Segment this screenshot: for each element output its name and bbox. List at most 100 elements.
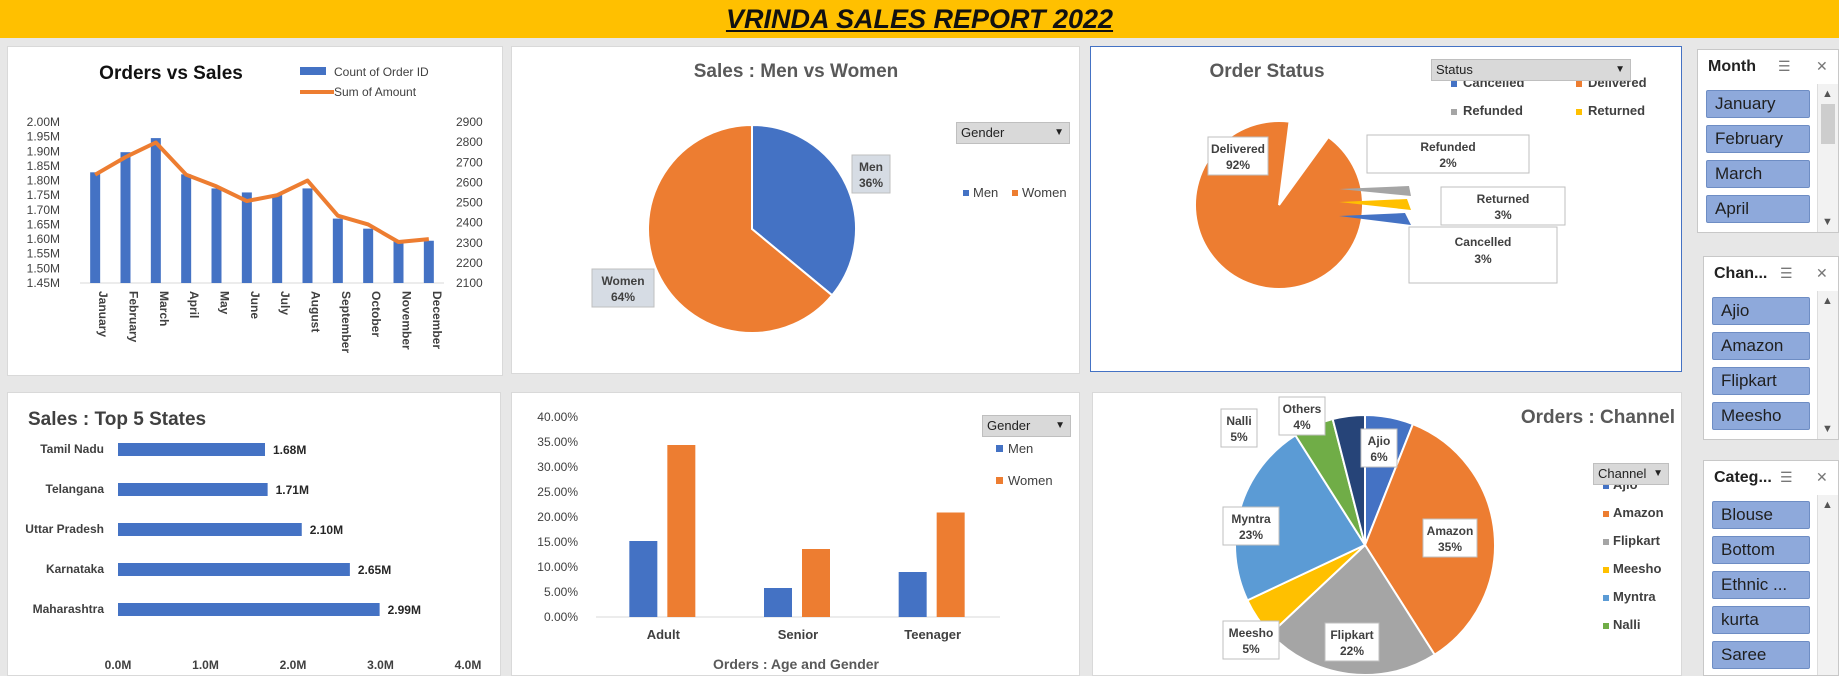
channel-slicer-item[interactable]: Amazon <box>1712 332 1810 360</box>
dropdown-arrow-icon: ▼ <box>1653 468 1663 479</box>
channel-filter-dropdown[interactable]: Channel ▼ <box>1593 463 1669 485</box>
pie-slice-others <box>1331 413 1366 546</box>
orders-bar <box>272 194 283 283</box>
y-tick-label: 30.00% <box>537 460 578 474</box>
legend-swatch-men <box>963 190 969 196</box>
clear-filter-icon[interactable]: ✕ <box>1816 469 1828 485</box>
data-label-flipkart: Flipkart <box>1330 628 1373 642</box>
top-states-chart: Sales : Top 5 States 0.0M 1.0M 2.0M 3.0M 4.0M… <box>25 409 481 672</box>
y-right-tick: 2400 <box>456 216 483 230</box>
legend-label-women: Women <box>1008 473 1053 488</box>
state-bar <box>118 523 302 536</box>
state-value-label: 2.10M <box>310 523 343 537</box>
channel-slicer-item[interactable]: Ajio <box>1712 297 1810 325</box>
y-left-tick: 1.95M <box>27 130 60 144</box>
legend-label-myntra: Myntra <box>1613 589 1656 604</box>
month-slicer-item[interactable]: February <box>1706 125 1810 153</box>
x-tick-label: December <box>430 291 444 349</box>
pie-slice-women <box>647 123 834 334</box>
data-label-women-box <box>591 268 655 308</box>
category-slicer-item[interactable]: Ethnic ... <box>1712 571 1810 599</box>
x-tick-label: June <box>248 291 262 319</box>
scroll-up-icon[interactable]: ▲ <box>1822 88 1833 100</box>
y-tick-label: 20.00% <box>537 510 578 524</box>
y-left-tick: 1.50M <box>27 261 60 275</box>
category-slicer-item[interactable]: Blouse <box>1712 501 1810 529</box>
multi-select-icon[interactable]: ☰ <box>1778 58 1791 74</box>
pie-slice-men <box>751 123 857 297</box>
scroll-down-icon[interactable]: ▼ <box>1822 216 1833 228</box>
category-slicer[interactable]: Categ... ☰ ✕ Blouse Bottom Ethnic ... ku… <box>1703 460 1839 676</box>
data-label-men-box <box>851 154 891 194</box>
chart-title: Orders : Channel <box>1521 407 1675 428</box>
orders-bar <box>241 192 252 283</box>
gender-filter-dropdown-2[interactable]: Gender ▼ <box>982 415 1071 437</box>
category-slicer-item[interactable]: Saree <box>1712 641 1810 669</box>
orders-bar <box>302 188 313 283</box>
legend-swatch-women <box>996 477 1003 484</box>
month-slicer-item[interactable]: March <box>1706 160 1810 188</box>
data-label-men: Men <box>859 160 883 174</box>
month-slicer-scrollbar[interactable]: ▲ ▼ <box>1817 84 1838 232</box>
channel-slicer[interactable]: Chan... ☰ ✕ Ajio Amazon Flipkart Meesho … <box>1703 256 1839 440</box>
month-slicer-item[interactable]: January <box>1706 90 1810 118</box>
data-label-amazon: Amazon <box>1427 524 1474 538</box>
category-slicer-scrollbar[interactable]: ▲ <box>1817 495 1838 675</box>
chart-title: Orders vs Sales <box>99 63 243 84</box>
legend-label-men: Men <box>973 185 998 200</box>
legend-swatch-myntra <box>1603 595 1609 601</box>
state-value-label: 1.68M <box>273 443 306 457</box>
y-tick-label: 15.00% <box>537 535 578 549</box>
data-label-delivered: Delivered <box>1211 142 1265 156</box>
scroll-down-icon[interactable]: ▼ <box>1822 423 1833 435</box>
category-slicer-item[interactable]: kurta <box>1712 606 1810 634</box>
channel-slicer-item[interactable]: Flipkart <box>1712 367 1810 395</box>
state-value-label: 2.65M <box>358 563 391 577</box>
multi-select-icon[interactable]: ☰ <box>1780 469 1793 485</box>
y-left-tick: 1.45M <box>27 276 60 290</box>
data-label-meesho-box <box>1222 620 1280 660</box>
legend-swatch-amazon <box>1603 511 1609 517</box>
state-bar <box>118 443 265 456</box>
orders-vs-sales-chart: Orders vs Sales Count of Order ID Sum of A… <box>27 63 483 353</box>
orders-bar <box>211 188 222 283</box>
scroll-up-icon[interactable]: ▲ <box>1822 295 1833 307</box>
x-tick-label: May <box>218 291 232 315</box>
month-slicer-item[interactable]: April <box>1706 195 1810 223</box>
legend-swatch-status <box>1451 81 1457 87</box>
data-label-flipkart: 22% <box>1340 644 1364 658</box>
month-slicer[interactable]: Month ☰ ✕ January February March April ▲… <box>1697 49 1839 233</box>
x-tick-label: July <box>278 291 292 315</box>
channel-slicer-item[interactable]: Meesho <box>1712 402 1810 430</box>
legend-label-status: Returned <box>1588 103 1645 118</box>
legend-swatch-women <box>1012 190 1018 196</box>
channel-slicer-scrollbar[interactable]: ▲ ▼ <box>1817 291 1838 439</box>
gender-filter-dropdown[interactable]: Gender ▼ <box>956 122 1070 144</box>
legend-label-orders: Count of Order ID <box>334 65 429 79</box>
age-gender-chart: 40.00% 35.00% 30.00% 25.00% 20.00% 15.00% 10.0… <box>537 410 1053 672</box>
scroll-up-icon[interactable]: ▲ <box>1822 499 1833 511</box>
data-label-delivered-box <box>1207 136 1269 176</box>
age-gender-bar-men <box>898 572 927 617</box>
men-vs-women-chart: Sales : Men vs Women Men 36% Women 64% Men Wom… <box>591 61 1067 334</box>
y-left-tick: 1.65M <box>27 217 60 231</box>
state-bar <box>118 483 268 496</box>
category-slicer-item[interactable]: Bottom <box>1712 536 1810 564</box>
data-label-myntra-box <box>1222 506 1280 546</box>
data-label-nalli: Nalli <box>1226 414 1251 428</box>
dropdown-arrow-icon: ▼ <box>1054 127 1064 138</box>
scroll-thumb[interactable] <box>1821 104 1835 144</box>
y-left-tick: 1.85M <box>27 159 60 173</box>
clear-filter-icon[interactable]: ✕ <box>1816 58 1828 74</box>
clear-filter-icon[interactable]: ✕ <box>1816 265 1828 281</box>
data-label-cancelled: 3% <box>1474 252 1492 266</box>
legend-swatch-meesho <box>1603 567 1609 573</box>
multi-select-icon[interactable]: ☰ <box>1780 265 1793 281</box>
x-tick-label: August <box>309 291 323 332</box>
data-label-cancelled: Cancelled <box>1455 235 1512 249</box>
data-label-delivered: 92% <box>1226 158 1250 172</box>
data-label-others: 4% <box>1293 418 1311 432</box>
channel-chart: Orders : Channel Ajio 6% Amazon 35% Flipkart 2… <box>1220 396 1675 675</box>
dropdown-arrow-icon: ▼ <box>1055 420 1065 431</box>
status-filter-dropdown[interactable]: Status ▼ <box>1431 59 1631 81</box>
